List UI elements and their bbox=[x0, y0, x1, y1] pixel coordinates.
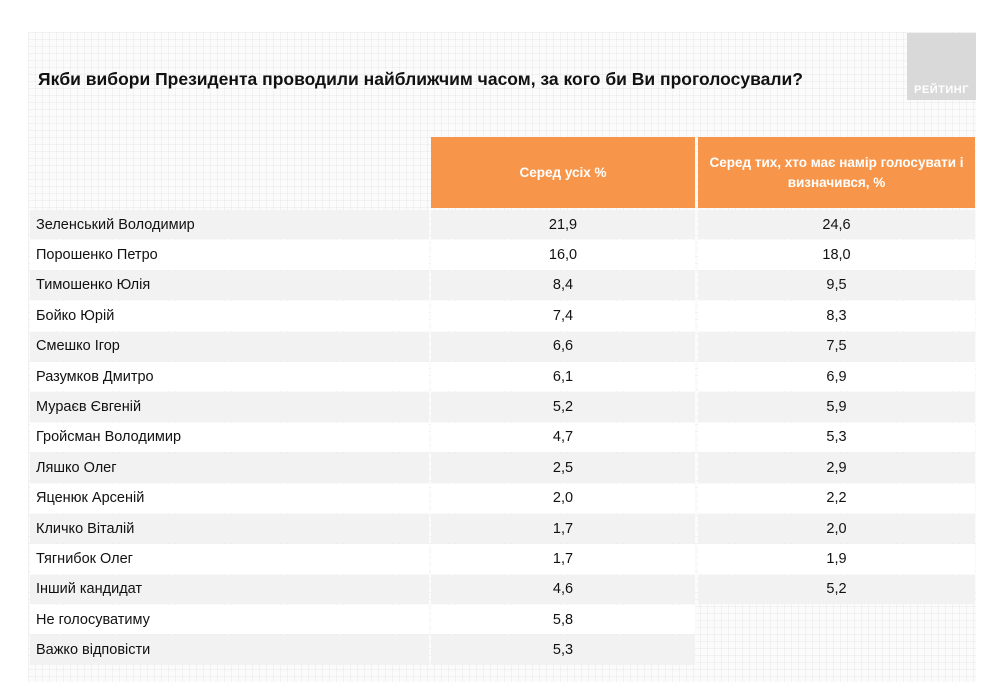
column-header-decided-label: Серед тих, хто має намір голосувати і ви… bbox=[709, 154, 964, 190]
logo-text: РЕЙТИНГ bbox=[914, 84, 969, 96]
column-header-decided: Серед тих, хто має намір голосувати і ви… bbox=[698, 137, 975, 208]
candidate-name: Мураєв Євгеній bbox=[30, 392, 429, 422]
candidate-name: Разумков Дмитро bbox=[30, 361, 429, 392]
chart-title: Якби вибори Президента проводили найближ… bbox=[38, 69, 803, 89]
value-all: 8,4 bbox=[431, 270, 695, 301]
candidate-name: Тягнибок Олег bbox=[30, 544, 429, 574]
candidate-name: Ляшко Олег bbox=[30, 453, 429, 483]
candidate-name: Важко відповісти bbox=[30, 635, 429, 665]
table-row: Інший кандидат 4,6 5,2 bbox=[30, 574, 976, 605]
value-all: 1,7 bbox=[431, 513, 695, 544]
value-decided: 1,9 bbox=[698, 544, 975, 574]
value-decided: 5,9 bbox=[698, 392, 975, 422]
value-decided: 6,9 bbox=[698, 361, 975, 392]
table-row: Не голосуватиму 5,8 bbox=[30, 605, 976, 635]
table-row: Смешко Ігор 6,6 7,5 bbox=[30, 331, 976, 362]
candidate-name: Смешко Ігор bbox=[30, 331, 429, 361]
table-row: Ляшко Олег 2,5 2,9 bbox=[30, 453, 976, 483]
value-all: 5,3 bbox=[431, 635, 695, 665]
value-decided: 8,3 bbox=[698, 301, 975, 331]
candidate-name: Тимошенко Юлія bbox=[30, 270, 429, 301]
value-all: 5,8 bbox=[431, 605, 695, 635]
value-decided: 2,0 bbox=[698, 513, 975, 544]
value-all: 6,1 bbox=[431, 361, 695, 392]
table-row: Кличко Віталій 1,7 2,0 bbox=[30, 513, 976, 544]
value-decided: 5,2 bbox=[698, 574, 975, 605]
table-row: Разумков Дмитро 6,1 6,9 bbox=[30, 361, 976, 392]
value-all: 6,6 bbox=[431, 331, 695, 361]
value-decided: 7,5 bbox=[698, 331, 975, 361]
candidate-name: Зеленський Володимир bbox=[30, 210, 429, 240]
table-row: Тимошенко Юлія 8,4 9,5 bbox=[30, 270, 976, 301]
table-body: Зеленський Володимир 21,9 24,6 Порошенко Пе… bbox=[30, 210, 976, 666]
candidate-name: Яценюк Арсеній bbox=[30, 483, 429, 513]
value-all: 4,6 bbox=[431, 574, 695, 605]
value-decided bbox=[698, 635, 975, 664]
table-row: Бойко Юрій 7,4 8,3 bbox=[30, 301, 976, 331]
candidate-name: Бойко Юрій bbox=[30, 301, 429, 331]
candidate-name: Кличко Віталій bbox=[30, 513, 429, 544]
candidate-name: Порошенко Петро bbox=[30, 240, 429, 270]
value-all: 7,4 bbox=[431, 301, 695, 331]
value-decided: 18,0 bbox=[698, 240, 975, 270]
table-row: Зеленський Володимир 21,9 24,6 bbox=[30, 210, 976, 240]
value-all: 1,7 bbox=[431, 544, 695, 574]
value-all: 2,5 bbox=[431, 453, 695, 483]
value-decided: 9,5 bbox=[698, 270, 975, 301]
candidate-name: Інший кандидат bbox=[30, 574, 429, 605]
value-decided: 24,6 bbox=[698, 210, 975, 240]
value-all: 16,0 bbox=[431, 240, 695, 270]
value-all: 5,2 bbox=[431, 392, 695, 422]
table-row: Мураєв Євгеній 5,2 5,9 bbox=[30, 392, 976, 422]
value-all: 2,0 bbox=[431, 483, 695, 513]
candidate-name: Гройсман Володимир bbox=[30, 422, 429, 453]
value-all: 21,9 bbox=[431, 210, 695, 240]
column-header-all: Серед усіх % bbox=[431, 137, 695, 208]
table-row: Важко відповісти 5,3 bbox=[30, 635, 976, 665]
table-row: Порошенко Петро 16,0 18,0 bbox=[30, 240, 976, 270]
value-decided: 2,2 bbox=[698, 483, 975, 513]
value-decided: 2,9 bbox=[698, 453, 975, 483]
value-decided bbox=[698, 605, 975, 634]
value-decided: 5,3 bbox=[698, 422, 975, 453]
candidate-name: Не голосуватиму bbox=[30, 605, 429, 635]
rating-logo: РЕЙТИНГ bbox=[907, 33, 976, 100]
table-row: Тягнибок Олег 1,7 1,9 bbox=[30, 544, 976, 574]
value-all: 4,7 bbox=[431, 422, 695, 453]
table-row: Яценюк Арсеній 2,0 2,2 bbox=[30, 483, 976, 514]
table-row: Гройсман Володимир 4,7 5,3 bbox=[30, 422, 976, 453]
column-header-all-label: Серед усіх % bbox=[519, 164, 607, 180]
